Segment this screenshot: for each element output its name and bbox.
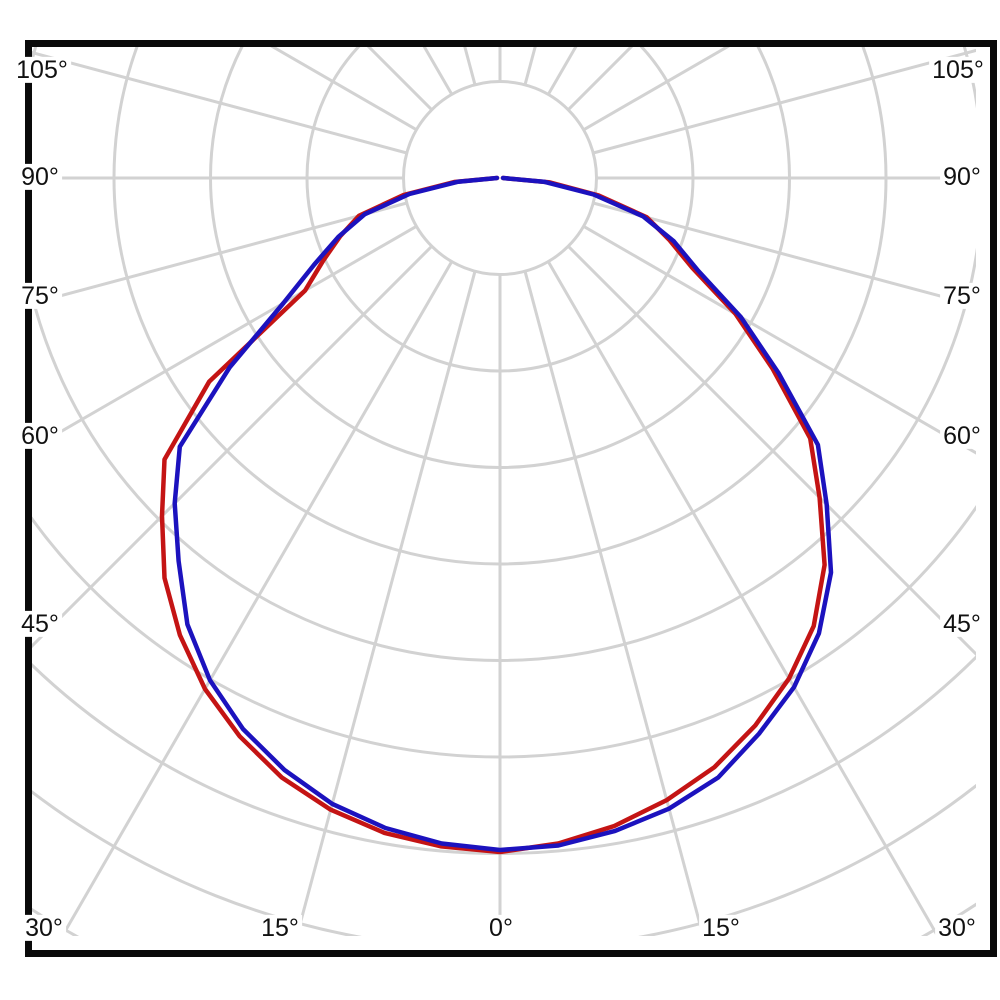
angle-tick-label-right: 75° [940, 283, 984, 309]
angle-tick-label-bottom: 30° [22, 915, 66, 941]
grid-ray [32, 225, 418, 450]
grid-ray [32, 245, 433, 649]
grid-ray [523, 270, 705, 936]
grid-ray [32, 51, 408, 155]
angle-tick-label-bottom: 30° [935, 915, 979, 941]
grid-ray [582, 225, 976, 455]
grid-ray [567, 245, 976, 657]
angle-tick-label-bottom: 0° [486, 915, 516, 941]
angle-tick-label-bottom: 15° [699, 915, 743, 941]
grid-ray [60, 260, 453, 936]
grid-ring [402, 80, 598, 276]
angle-tick-label-left: 60° [18, 423, 62, 449]
angle-tick-label-left: 45° [18, 611, 62, 637]
angle-tick-label-left: 90° [18, 164, 62, 190]
grid-ray [592, 48, 976, 155]
angle-tick-label-bottom: 15° [258, 915, 302, 941]
angle-tick-label-left: 105° [13, 57, 71, 83]
angle-tick-label-right: 90° [940, 164, 984, 190]
grid-ray [295, 270, 477, 936]
red-curve [159, 175, 827, 855]
blue-curve [172, 175, 834, 853]
angle-tick-label-left: 75° [18, 283, 62, 309]
grid-ray [32, 201, 408, 305]
angle-tick-label-right: 60° [940, 423, 984, 449]
angle-tick-label-right: 45° [940, 611, 984, 637]
angle-tick-label-right: 105° [929, 57, 987, 83]
grid-ray [592, 201, 976, 308]
grid-ray [547, 260, 940, 936]
